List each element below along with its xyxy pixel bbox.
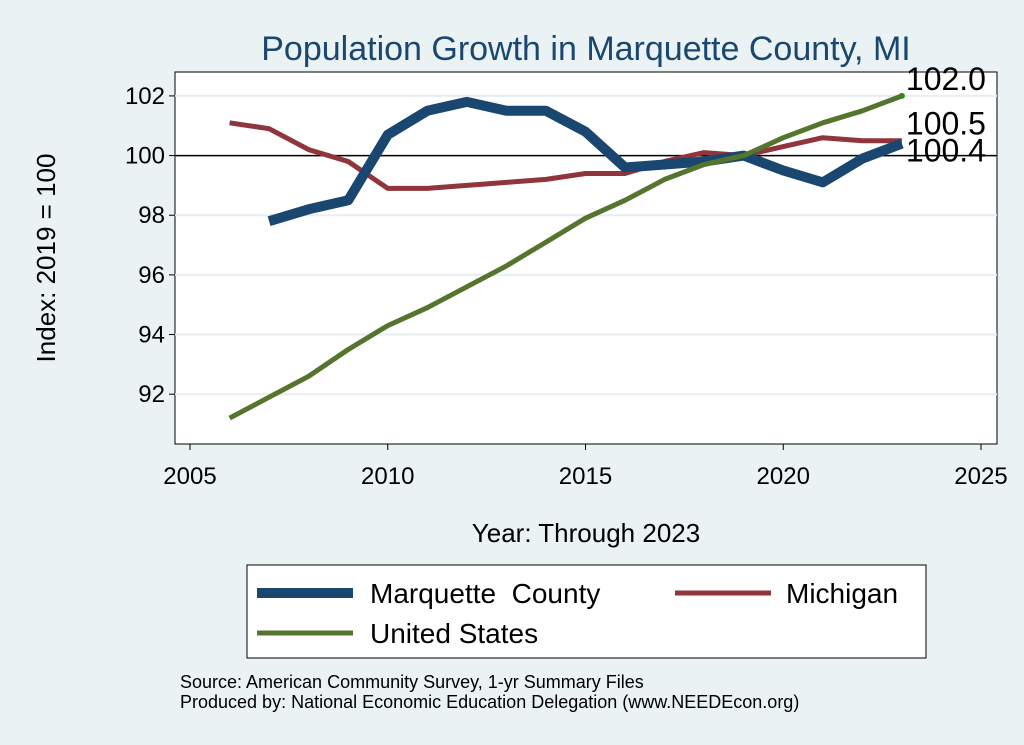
series-line-michigan <box>229 120 902 191</box>
end-label: 100.5 <box>906 106 986 142</box>
y-tick-label: 96 <box>138 262 165 289</box>
y-axis-label: Index: 2019 = 100 <box>31 154 61 363</box>
chart-title: Population Growth in Marquette County, M… <box>261 30 910 68</box>
series-lines <box>228 93 904 421</box>
us-end-marker <box>898 92 905 99</box>
series-line-united-states <box>228 93 903 421</box>
y-tick-label: 92 <box>138 381 165 408</box>
legend-entries: Marquette County Michigan United States <box>257 578 898 649</box>
x-axis-ticks: 2005 2010 2015 2020 2025 <box>163 444 1008 490</box>
x-tick-label: 2015 <box>559 463 612 490</box>
end-label: 102.0 <box>906 61 986 97</box>
y-tick-label: 94 <box>138 322 165 349</box>
x-tick-label: 2005 <box>163 463 216 490</box>
y-axis-ticks: 92 94 96 98 100 102 <box>125 83 175 408</box>
x-tick-label: 2010 <box>361 463 414 490</box>
legend-box <box>246 564 927 659</box>
x-tick-label: 2020 <box>757 463 810 490</box>
legend-label: United States <box>370 618 538 649</box>
y-tick-label: 98 <box>138 202 165 229</box>
legend: Marquette County Michigan United States <box>246 564 927 659</box>
y-tick-label: 100 <box>125 143 165 170</box>
y-tick-label: 102 <box>125 83 165 110</box>
producer-note: Produced by: National Economic Education… <box>180 692 799 712</box>
x-axis-label: Year: Through 2023 <box>472 518 700 548</box>
x-tick-label: 2025 <box>954 463 1007 490</box>
legend-label: Michigan <box>786 578 898 609</box>
legend-label: Marquette County <box>370 578 600 609</box>
end-label: 100.4 <box>906 133 986 169</box>
source-note: Source: American Community Survey, 1-yr … <box>180 672 644 692</box>
series-line-marquette-county <box>267 96 904 226</box>
